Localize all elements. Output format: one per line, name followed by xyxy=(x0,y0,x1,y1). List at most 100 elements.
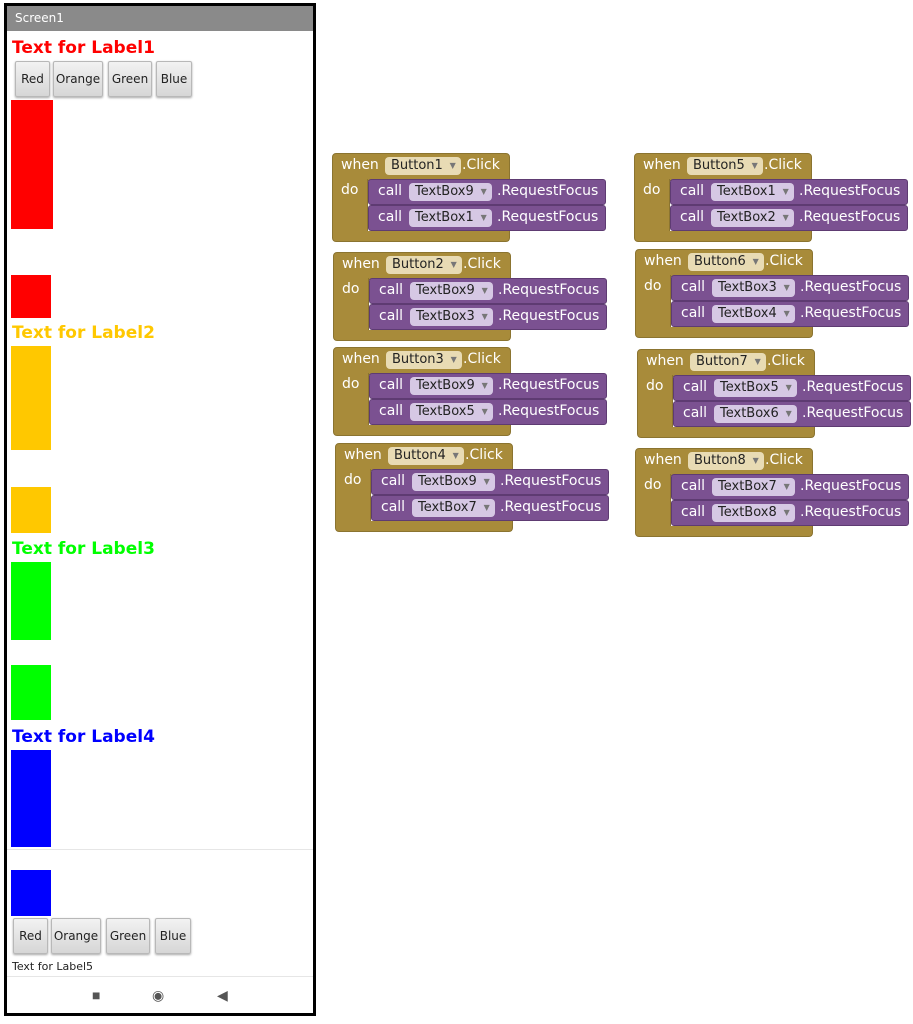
textbox-dropdown[interactable]: TextBox3 ▼ xyxy=(712,279,795,297)
event-block-button7[interactable]: when Button7 ▼ .Click do call TextBox5 ▼ .… xyxy=(637,349,911,439)
chevron-down-icon: ▼ xyxy=(483,477,490,486)
event-block-button4[interactable]: when Button4 ▼ .Click do call TextBox9 ▼ .… xyxy=(335,443,609,533)
call-block[interactable]: call TextBox5 ▼ .RequestFocus xyxy=(369,399,607,425)
method-label: .RequestFocus xyxy=(500,499,602,515)
click-event-label: .Click xyxy=(764,157,802,173)
phone-screen: Screen1 Text for Label1 Red Orange Green… xyxy=(4,3,316,1016)
red-button-top[interactable]: Red xyxy=(15,61,50,97)
method-label: .RequestFocus xyxy=(498,282,600,298)
method-label: .RequestFocus xyxy=(800,478,902,494)
textbox-dropdown[interactable]: TextBox9 ▼ xyxy=(412,473,495,491)
call-keyword: call xyxy=(681,305,706,321)
red-button-bottom[interactable]: Red xyxy=(13,918,48,954)
call-block[interactable]: call TextBox2 ▼ .RequestFocus xyxy=(670,205,908,231)
when-keyword: when xyxy=(644,253,682,269)
label4: Text for Label4 xyxy=(12,727,155,747)
textbox-name: TextBox1 xyxy=(415,210,474,225)
textbox-name: TextBox9 xyxy=(415,184,474,199)
textbox-dropdown[interactable]: TextBox9 ▼ xyxy=(410,282,493,300)
event-footer xyxy=(333,425,511,436)
event-block-button5[interactable]: when Button5 ▼ .Click do call TextBox1 ▼ .… xyxy=(634,153,908,243)
event-body xyxy=(634,179,670,232)
event-footer xyxy=(635,327,813,338)
component-dropdown[interactable]: Button5 ▼ xyxy=(687,157,763,175)
component-dropdown[interactable]: Button7 ▼ xyxy=(690,353,766,371)
chevron-down-icon: ▼ xyxy=(752,456,759,465)
call-block[interactable]: call TextBox7 ▼ .RequestFocus xyxy=(671,474,909,500)
component-dropdown[interactable]: Button4 ▼ xyxy=(388,447,464,465)
textbox-dropdown[interactable]: TextBox8 ▼ xyxy=(712,504,795,522)
textbox-dropdown[interactable]: TextBox6 ▼ xyxy=(714,405,797,423)
textbox-name: TextBox7 xyxy=(718,479,777,494)
textbox-dropdown[interactable]: TextBox4 ▼ xyxy=(712,305,795,323)
textbox-dropdown[interactable]: TextBox5 ▼ xyxy=(410,403,493,421)
green-block-1 xyxy=(11,562,51,640)
do-keyword: do xyxy=(341,182,359,198)
component-dropdown[interactable]: Button2 ▼ xyxy=(386,256,462,274)
component-dropdown[interactable]: Button3 ▼ xyxy=(386,351,462,369)
textbox-dropdown[interactable]: TextBox7 ▼ xyxy=(712,478,795,496)
chevron-down-icon: ▼ xyxy=(450,355,457,364)
green-button-top[interactable]: Green xyxy=(108,61,152,97)
call-block[interactable]: call TextBox5 ▼ .RequestFocus xyxy=(673,375,911,401)
call-block[interactable]: call TextBox3 ▼ .RequestFocus xyxy=(671,275,909,301)
chevron-down-icon: ▼ xyxy=(785,409,792,418)
click-event-label: .Click xyxy=(765,253,803,269)
event-block-button1[interactable]: when Button1 ▼ .Click do call TextBox9 ▼ .… xyxy=(332,153,606,243)
textbox-dropdown[interactable]: TextBox3 ▼ xyxy=(410,308,493,326)
call-block[interactable]: call TextBox1 ▼ .RequestFocus xyxy=(368,205,606,231)
call-block[interactable]: call TextBox7 ▼ .RequestFocus xyxy=(371,495,609,521)
chevron-down-icon: ▼ xyxy=(752,257,759,266)
textbox-dropdown[interactable]: TextBox1 ▼ xyxy=(409,209,492,227)
textbox-name: TextBox7 xyxy=(418,500,477,515)
event-block-button8[interactable]: when Button8 ▼ .Click do call TextBox7 ▼ .… xyxy=(635,448,909,538)
textbox-dropdown[interactable]: TextBox2 ▼ xyxy=(711,209,794,227)
textbox-dropdown[interactable]: TextBox9 ▼ xyxy=(410,377,493,395)
orange-button-bottom[interactable]: Orange xyxy=(51,918,101,954)
blue-button-top[interactable]: Blue xyxy=(156,61,192,97)
event-block-button6[interactable]: when Button6 ▼ .Click do call TextBox3 ▼ .… xyxy=(635,249,909,339)
event-body xyxy=(333,278,369,331)
orange-button-top[interactable]: Orange xyxy=(53,61,103,97)
call-block[interactable]: call TextBox6 ▼ .RequestFocus xyxy=(673,401,911,427)
textbox-dropdown[interactable]: TextBox5 ▼ xyxy=(714,379,797,397)
call-block[interactable]: call TextBox9 ▼ .RequestFocus xyxy=(369,278,607,304)
call-block[interactable]: call TextBox9 ▼ .RequestFocus xyxy=(371,469,609,495)
textbox-dropdown[interactable]: TextBox9 ▼ xyxy=(409,183,492,201)
call-block[interactable]: call TextBox3 ▼ .RequestFocus xyxy=(369,304,607,330)
red-block-2 xyxy=(11,275,51,318)
call-block[interactable]: call TextBox4 ▼ .RequestFocus xyxy=(671,301,909,327)
component-name: Button2 xyxy=(392,257,444,272)
label5: Text for Label5 xyxy=(12,960,94,973)
textbox-name: TextBox9 xyxy=(416,283,475,298)
event-block-button3[interactable]: when Button3 ▼ .Click do call TextBox9 ▼ .… xyxy=(333,347,607,437)
event-block-button2[interactable]: when Button2 ▼ .Click do call TextBox9 ▼ .… xyxy=(333,252,607,342)
home-icon[interactable]: ◉ xyxy=(152,987,165,1003)
component-dropdown[interactable]: Button6 ▼ xyxy=(688,253,764,271)
method-label: .RequestFocus xyxy=(500,473,602,489)
label3: Text for Label3 xyxy=(12,539,155,559)
call-keyword: call xyxy=(681,478,706,494)
call-block[interactable]: call TextBox1 ▼ .RequestFocus xyxy=(670,179,908,205)
green-button-bottom[interactable]: Green xyxy=(106,918,150,954)
chevron-down-icon: ▼ xyxy=(751,161,758,170)
textbox-name: TextBox5 xyxy=(416,404,475,419)
textbox-dropdown[interactable]: TextBox7 ▼ xyxy=(412,499,495,517)
when-keyword: when xyxy=(344,447,382,463)
textbox-dropdown[interactable]: TextBox1 ▼ xyxy=(711,183,794,201)
event-body xyxy=(332,179,368,232)
component-dropdown[interactable]: Button1 ▼ xyxy=(385,157,461,175)
call-keyword: call xyxy=(680,183,705,199)
component-dropdown[interactable]: Button8 ▼ xyxy=(688,452,764,470)
call-keyword: call xyxy=(681,504,706,520)
back-icon[interactable]: ◀ xyxy=(217,987,228,1003)
method-label: .RequestFocus xyxy=(498,403,600,419)
component-name: Button5 xyxy=(693,158,745,173)
call-block[interactable]: call TextBox8 ▼ .RequestFocus xyxy=(671,500,909,526)
label1: Text for Label1 xyxy=(12,38,155,58)
blue-button-bottom[interactable]: Blue xyxy=(155,918,191,954)
method-label: .RequestFocus xyxy=(800,504,902,520)
call-block[interactable]: call TextBox9 ▼ .RequestFocus xyxy=(368,179,606,205)
recent-apps-icon[interactable]: ■ xyxy=(92,987,101,1003)
call-block[interactable]: call TextBox9 ▼ .RequestFocus xyxy=(369,373,607,399)
